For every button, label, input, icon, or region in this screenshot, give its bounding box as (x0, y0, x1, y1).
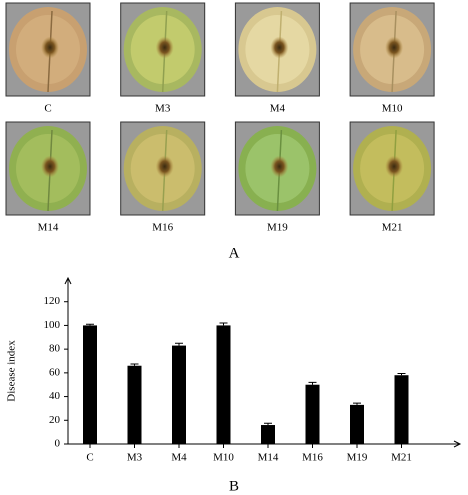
photo-label: M14 (38, 222, 59, 234)
error-bar (219, 322, 228, 326)
lesion (41, 36, 59, 59)
photo-label: M4 (270, 103, 286, 115)
error-bar (397, 372, 406, 376)
photo-label: M10 (382, 103, 403, 115)
y-tick-label: 100 (44, 319, 61, 331)
bar-chart: 0 20 40 60 80 100 120 Disease index C M3 M4 M10 M14 M… (6, 276, 462, 464)
x-tick-label: M4 (171, 452, 187, 464)
x-tick-label: M3 (127, 452, 143, 464)
y-axis-label: Disease index (6, 340, 18, 402)
error-bar (175, 342, 183, 346)
photo-label: C (44, 103, 51, 115)
y-tick-label: 0 (55, 438, 61, 450)
photo-label: M21 (382, 222, 403, 234)
bar (394, 375, 409, 444)
y-tick-label: 120 (44, 295, 61, 307)
y-axis-arrow (64, 276, 72, 285)
error-bar (86, 323, 94, 326)
error-bar (353, 402, 361, 405)
error-bar (308, 381, 317, 385)
x-axis-arrow (453, 440, 462, 448)
x-tick-label: M19 (347, 452, 368, 464)
x-tick-label: M14 (258, 452, 279, 464)
photo-label: M16 (152, 222, 173, 234)
error-bar (130, 363, 139, 366)
y-tick-label: 20 (49, 414, 61, 426)
lesion (385, 155, 404, 178)
x-tick-label: M21 (391, 452, 412, 464)
bar (127, 365, 142, 444)
y-tick-label: 80 (49, 343, 61, 355)
bar (216, 325, 231, 444)
photo-panel: C M3 M4 M10 M14 M16 M19 M21 (5, 2, 435, 234)
bar (172, 345, 186, 444)
x-tick-label: M10 (213, 452, 234, 464)
panel-label: A (229, 245, 240, 261)
y-tick-label: 60 (49, 366, 61, 378)
bar (83, 325, 97, 444)
x-tick-label: M16 (302, 452, 323, 464)
bar (261, 425, 275, 444)
x-tick-label: C (86, 452, 93, 464)
bar (350, 404, 364, 444)
lesion (270, 155, 289, 178)
y-tick-label: 40 (49, 390, 61, 402)
lesion (270, 36, 289, 59)
lesion (155, 155, 174, 178)
lesion (155, 36, 174, 59)
lesion (41, 155, 59, 178)
photo-label: M19 (267, 222, 288, 234)
panel-label: B (229, 478, 239, 494)
photo-label: M3 (155, 103, 171, 115)
error-bar (264, 422, 272, 426)
lesion (385, 36, 404, 59)
bar (305, 384, 320, 444)
